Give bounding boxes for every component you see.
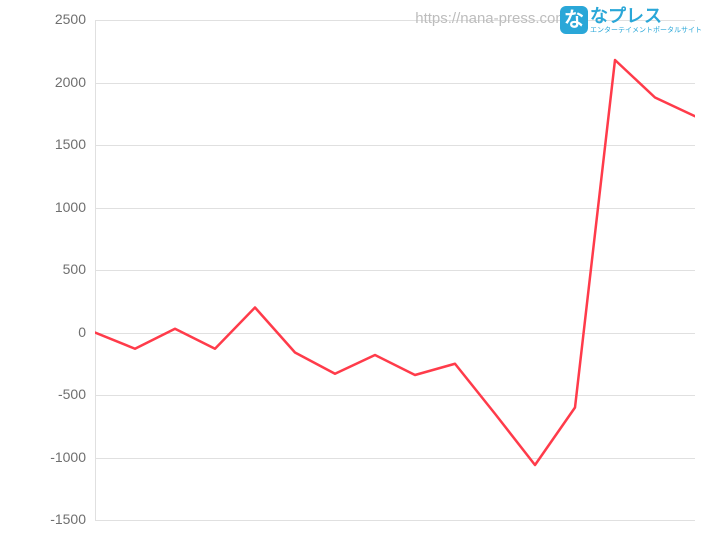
y-tick-label: 2500 — [26, 11, 86, 27]
y-tick-label: -1000 — [26, 449, 86, 465]
brand-logo: な なプレス エンターテイメントポータルサイト — [560, 6, 702, 34]
line-chart: 2500 2000 1500 1000 500 0 -500 -1000 -1500 — [0, 0, 712, 534]
grid-line — [95, 520, 695, 521]
y-tick-label: 1500 — [26, 136, 86, 152]
y-tick-label: 500 — [26, 261, 86, 277]
brand-logo-main-text: なプレス — [590, 7, 702, 25]
series-line — [95, 60, 695, 465]
y-tick-label: -1500 — [26, 511, 86, 527]
brand-logo-badge: な — [560, 6, 588, 34]
watermark-url: https://nana-press.com/ — [415, 10, 572, 27]
brand-logo-text-block: なプレス エンターテイメントポータルサイト — [590, 7, 702, 34]
chart-svg — [95, 20, 695, 520]
y-tick-label: 2000 — [26, 74, 86, 90]
y-tick-label: 1000 — [26, 199, 86, 215]
brand-logo-sub-text: エンターテイメントポータルサイト — [590, 27, 702, 34]
y-tick-label: -500 — [26, 386, 86, 402]
y-tick-label: 0 — [26, 324, 86, 340]
